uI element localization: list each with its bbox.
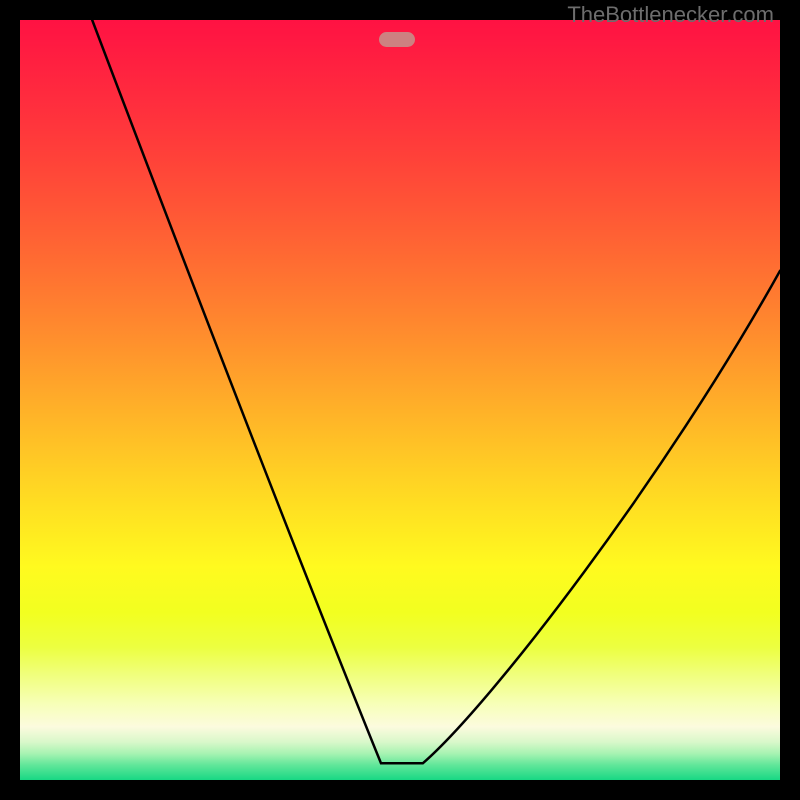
- plot-area: [20, 20, 780, 780]
- watermark-label: TheBottlenecker.com: [567, 2, 774, 27]
- watermark-text: TheBottlenecker.com: [567, 2, 774, 28]
- bottleneck-curve: [92, 20, 780, 763]
- bottleneck-marker: [379, 32, 415, 47]
- curve-overlay: [20, 20, 780, 780]
